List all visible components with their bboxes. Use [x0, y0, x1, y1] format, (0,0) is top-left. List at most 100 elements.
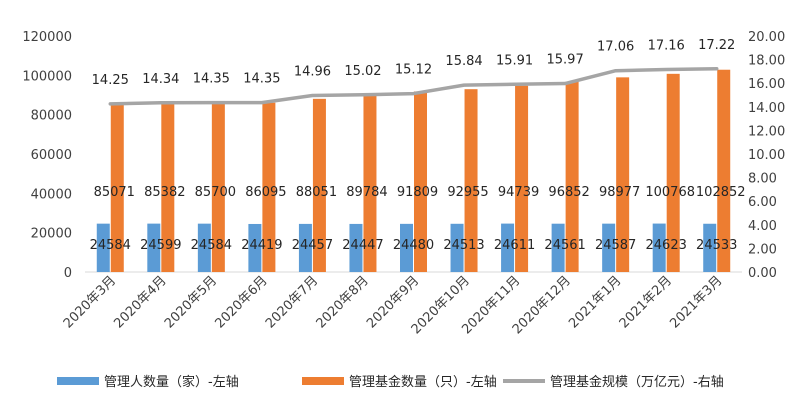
bar-manager-count [602, 223, 616, 272]
x-tick-label: 2021年3月 [667, 273, 725, 331]
x-tick-label: 2020年5月 [162, 273, 220, 331]
bar-manager-count [248, 223, 262, 272]
data-label-fund-count: 98977 [599, 185, 640, 200]
y-right-tick-label: 18.00 [748, 54, 785, 69]
y-left-tick-label: 100000 [22, 69, 72, 84]
y-right-tick-label: 20.00 [748, 30, 785, 45]
legend-swatch-fund-count [302, 377, 344, 385]
bar-fund-count [414, 91, 427, 273]
legend: 管理人数量（家）-左轴 管理基金数量（只）-左轴 管理基金规模（万亿元）-右轴 [57, 374, 724, 390]
chart-data-labels: 24584 85071 24599 85382 24584 85700 24419 86095… [90, 38, 746, 253]
y-left-tick-label: 20000 [31, 227, 72, 242]
data-label-manager-count: 24587 [595, 238, 636, 253]
bar-manager-count [450, 223, 464, 272]
x-axis-ticks: 2020年3月2020年4月2020年5月2020年6月2020年7月2020年… [61, 273, 726, 337]
data-label-manager-count: 24611 [494, 238, 535, 253]
data-label-fund-scale: 15.91 [496, 53, 533, 68]
data-label-manager-count: 24457 [292, 238, 333, 253]
data-label-fund-scale: 14.25 [92, 73, 129, 88]
data-label-manager-count: 24419 [241, 238, 282, 253]
data-label-fund-scale: 15.84 [445, 54, 482, 69]
data-label-manager-count: 24623 [646, 238, 687, 253]
y-right-tick-label: 6.00 [748, 195, 777, 210]
bar-fund-count [363, 95, 377, 272]
data-label-fund-count: 86095 [245, 185, 286, 200]
legend-item-fund-count: 管理基金数量（只）-左轴 [302, 374, 497, 390]
data-label-fund-scale: 14.96 [294, 64, 331, 79]
x-tick-label: 2020年7月 [263, 273, 321, 331]
bar-fund-count [717, 69, 731, 273]
legend-label: 管理基金数量（只）-左轴 [349, 374, 497, 390]
x-tick-label: 2021年1月 [566, 273, 624, 331]
data-label-fund-scale: 17.16 [648, 39, 685, 54]
legend-item-manager-count: 管理人数量（家）-左轴 [57, 374, 239, 390]
data-label-fund-count: 85700 [195, 185, 236, 200]
bar-fund-count [464, 89, 478, 272]
data-label-fund-count: 102852 [696, 185, 746, 200]
y-right-tick-label: 14.00 [748, 101, 785, 116]
bar-fund-count [262, 102, 276, 272]
bar-manager-count [400, 223, 413, 272]
bar-manager-count [96, 223, 110, 272]
x-tick-label: 2021年2月 [617, 273, 675, 331]
x-tick-label: 2020年3月 [61, 273, 119, 331]
bar-manager-count [349, 223, 363, 272]
y-right-tick-label: 8.00 [748, 172, 777, 187]
x-tick-label: 2020年4月 [111, 273, 169, 331]
y-right-tick-label: 16.00 [748, 77, 785, 92]
y-left-tick-label: 120000 [22, 30, 72, 45]
x-tick-label: 2020年8月 [314, 273, 372, 331]
bar-fund-count [110, 104, 124, 273]
bar-fund-count [565, 81, 579, 272]
data-label-fund-count: 91809 [397, 185, 438, 200]
y-right-tick-label: 4.00 [748, 219, 777, 234]
y-left-tick-label: 60000 [31, 148, 72, 163]
bar-fund-count [312, 98, 326, 272]
y-right-tick-label: 12.00 [748, 124, 785, 139]
y-right-tick-label: 2.00 [748, 242, 777, 257]
bar-fund-count [666, 73, 680, 272]
y-right-tick-label: 0.00 [748, 266, 777, 281]
data-label-manager-count: 24584 [90, 238, 131, 253]
x-tick-label: 2020年6月 [212, 273, 270, 331]
line-fund-scale [108, 67, 719, 106]
data-label-manager-count: 24584 [191, 238, 232, 253]
y-left-tick-label: 40000 [31, 187, 72, 202]
y-left-tick-label: 80000 [31, 109, 72, 124]
data-label-fund-count: 100768 [645, 185, 695, 200]
data-label-fund-count: 92955 [447, 185, 488, 200]
chart-axes: 0 20000 40000 60000 80000 100000 120000 0.00 2.0… [22, 30, 785, 281]
y-left-tick-label: 0 [64, 266, 72, 281]
bar-manager-count [703, 223, 717, 272]
data-label-fund-scale: 14.35 [243, 72, 280, 87]
data-label-manager-count: 24447 [342, 238, 383, 253]
data-label-fund-count: 85382 [144, 185, 185, 200]
bar-manager-count [298, 223, 312, 272]
bar-manager-count [197, 223, 211, 272]
bar-manager-count [551, 223, 565, 272]
data-label-fund-scale: 14.35 [193, 72, 230, 87]
bar-manager-count [652, 223, 666, 272]
chart-line [108, 67, 719, 106]
bar-fund-count [161, 104, 175, 273]
data-label-fund-scale: 15.12 [395, 63, 432, 78]
legend-label: 管理人数量（家）-左轴 [104, 374, 239, 390]
data-label-fund-count: 96852 [548, 185, 589, 200]
data-label-fund-count: 89784 [346, 185, 387, 200]
data-label-manager-count: 24533 [696, 238, 737, 253]
bar-fund-count [616, 77, 630, 272]
data-label-fund-count: 88051 [296, 185, 337, 200]
y-right-tick-label: 10.00 [748, 148, 785, 163]
bar-fund-count [515, 85, 529, 273]
data-label-fund-scale: 17.22 [698, 38, 735, 53]
data-label-fund-scale: 15.02 [344, 64, 381, 79]
data-label-fund-count: 94739 [498, 185, 539, 200]
bar-fund-count [211, 103, 225, 272]
data-label-manager-count: 24513 [443, 238, 484, 253]
legend-swatch-manager-count [57, 377, 99, 385]
chart-bars [96, 69, 731, 273]
data-label-manager-count: 24480 [393, 238, 434, 253]
data-label-fund-scale: 14.34 [142, 72, 179, 87]
bar-manager-count [501, 223, 515, 272]
